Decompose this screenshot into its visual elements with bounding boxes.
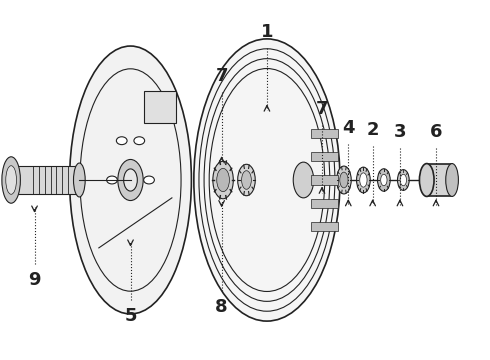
Circle shape bbox=[134, 137, 145, 145]
Ellipse shape bbox=[213, 161, 233, 199]
Text: 7: 7 bbox=[216, 67, 228, 85]
Ellipse shape bbox=[6, 166, 17, 194]
Bar bbox=[311, 129, 338, 138]
Text: 8: 8 bbox=[215, 298, 228, 316]
Bar bbox=[311, 175, 338, 185]
Bar bbox=[427, 163, 452, 197]
Text: 1: 1 bbox=[261, 23, 273, 41]
Text: 3: 3 bbox=[393, 123, 406, 141]
Ellipse shape bbox=[400, 174, 407, 186]
Bar bbox=[311, 199, 338, 208]
Ellipse shape bbox=[217, 168, 229, 192]
Ellipse shape bbox=[397, 170, 409, 190]
Ellipse shape bbox=[377, 169, 390, 191]
Ellipse shape bbox=[293, 162, 314, 198]
Ellipse shape bbox=[238, 164, 255, 196]
Ellipse shape bbox=[194, 39, 340, 321]
Ellipse shape bbox=[419, 163, 434, 197]
Bar bbox=[9, 166, 79, 194]
Circle shape bbox=[144, 176, 154, 184]
Text: 4: 4 bbox=[342, 119, 355, 137]
Ellipse shape bbox=[337, 166, 351, 194]
Text: 5: 5 bbox=[124, 307, 137, 325]
Ellipse shape bbox=[360, 173, 367, 187]
Ellipse shape bbox=[118, 159, 143, 201]
Circle shape bbox=[107, 176, 117, 184]
Bar bbox=[311, 152, 338, 161]
Ellipse shape bbox=[74, 163, 85, 197]
Ellipse shape bbox=[2, 157, 21, 203]
Text: 7: 7 bbox=[316, 100, 328, 118]
Ellipse shape bbox=[242, 171, 251, 189]
Bar bbox=[311, 222, 338, 231]
Ellipse shape bbox=[357, 167, 370, 193]
Ellipse shape bbox=[340, 172, 348, 188]
Ellipse shape bbox=[70, 46, 192, 314]
Text: 6: 6 bbox=[430, 123, 442, 141]
Text: 9: 9 bbox=[28, 271, 41, 289]
Ellipse shape bbox=[381, 174, 387, 186]
Circle shape bbox=[116, 137, 127, 145]
Ellipse shape bbox=[446, 163, 459, 197]
Ellipse shape bbox=[123, 169, 137, 191]
Bar bbox=[144, 91, 176, 123]
Text: 2: 2 bbox=[367, 121, 379, 139]
